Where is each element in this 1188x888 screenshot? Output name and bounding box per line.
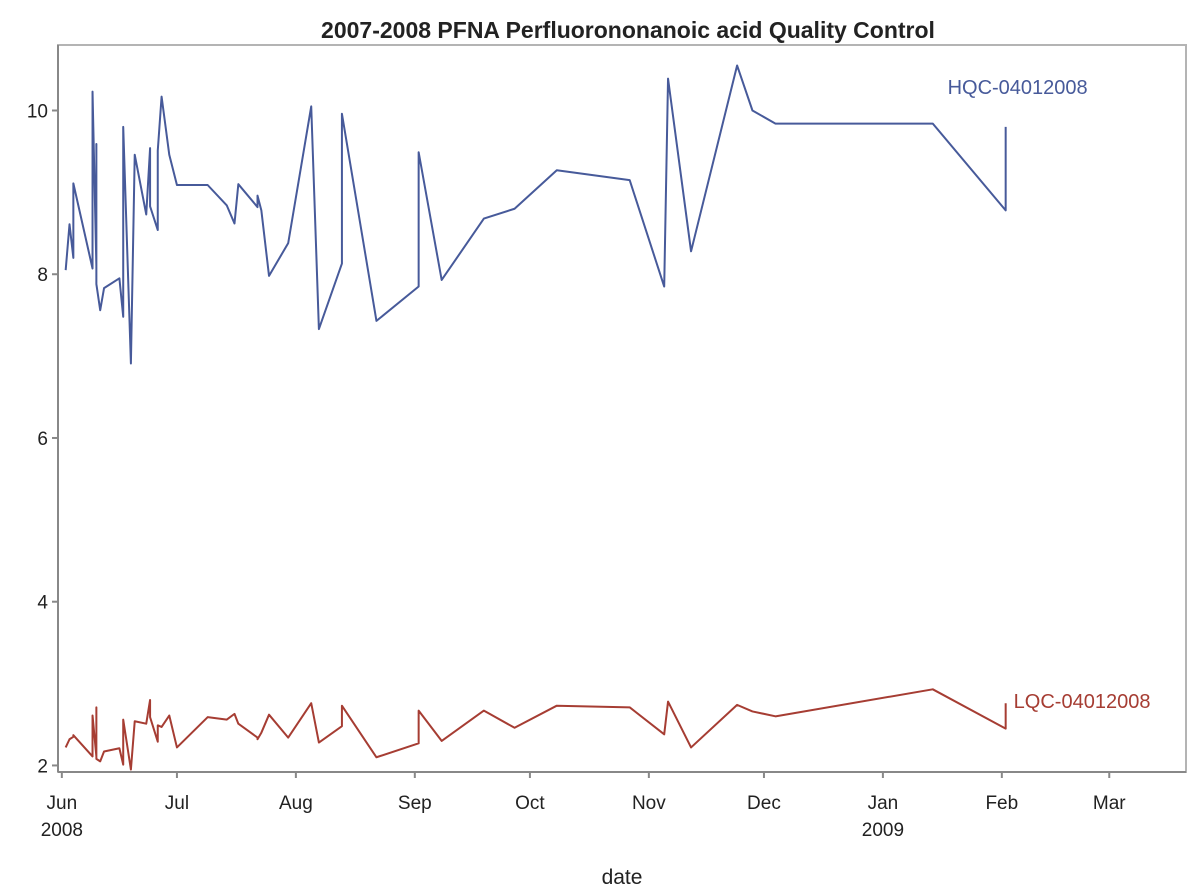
x-tick-label: Oct <box>515 793 545 814</box>
x-tick-label: Mar <box>1093 793 1126 814</box>
x-tick-label: Nov <box>632 793 666 814</box>
x-axis-label: date <box>602 866 643 888</box>
y-tick-label: 4 <box>37 593 48 614</box>
x-tick-label-line: 2009 <box>862 820 904 841</box>
y-tick-label: 8 <box>37 265 48 286</box>
x-tick-label: Sep <box>398 793 432 814</box>
series-label: HQC-04012008 <box>948 77 1088 99</box>
chart-title: 2007-2008 PFNA Perfluorononanoic acid Qu… <box>321 17 935 43</box>
x-tick-label: Jul <box>165 793 189 814</box>
x-tick-label-line: Jun <box>47 793 78 814</box>
x-tick-label: Feb <box>985 793 1018 814</box>
x-tick-label: Jun 2008 <box>41 793 83 841</box>
x-tick-label: Jan 2009 <box>862 793 904 841</box>
x-tick-label: Dec <box>747 793 781 814</box>
y-tick-label: 2 <box>37 756 48 777</box>
series-label: LQC-04012008 <box>1014 691 1151 713</box>
series-line <box>64 64 1007 365</box>
x-tick-label-line: 2008 <box>41 820 83 841</box>
x-tick-label-line: Jan <box>868 793 899 814</box>
y-tick-label: 6 <box>37 429 48 450</box>
plot-frame <box>57 44 1187 773</box>
y-tick-label: 10 <box>27 101 48 122</box>
x-tick-label: Aug <box>279 793 313 814</box>
series-line <box>64 688 1007 771</box>
